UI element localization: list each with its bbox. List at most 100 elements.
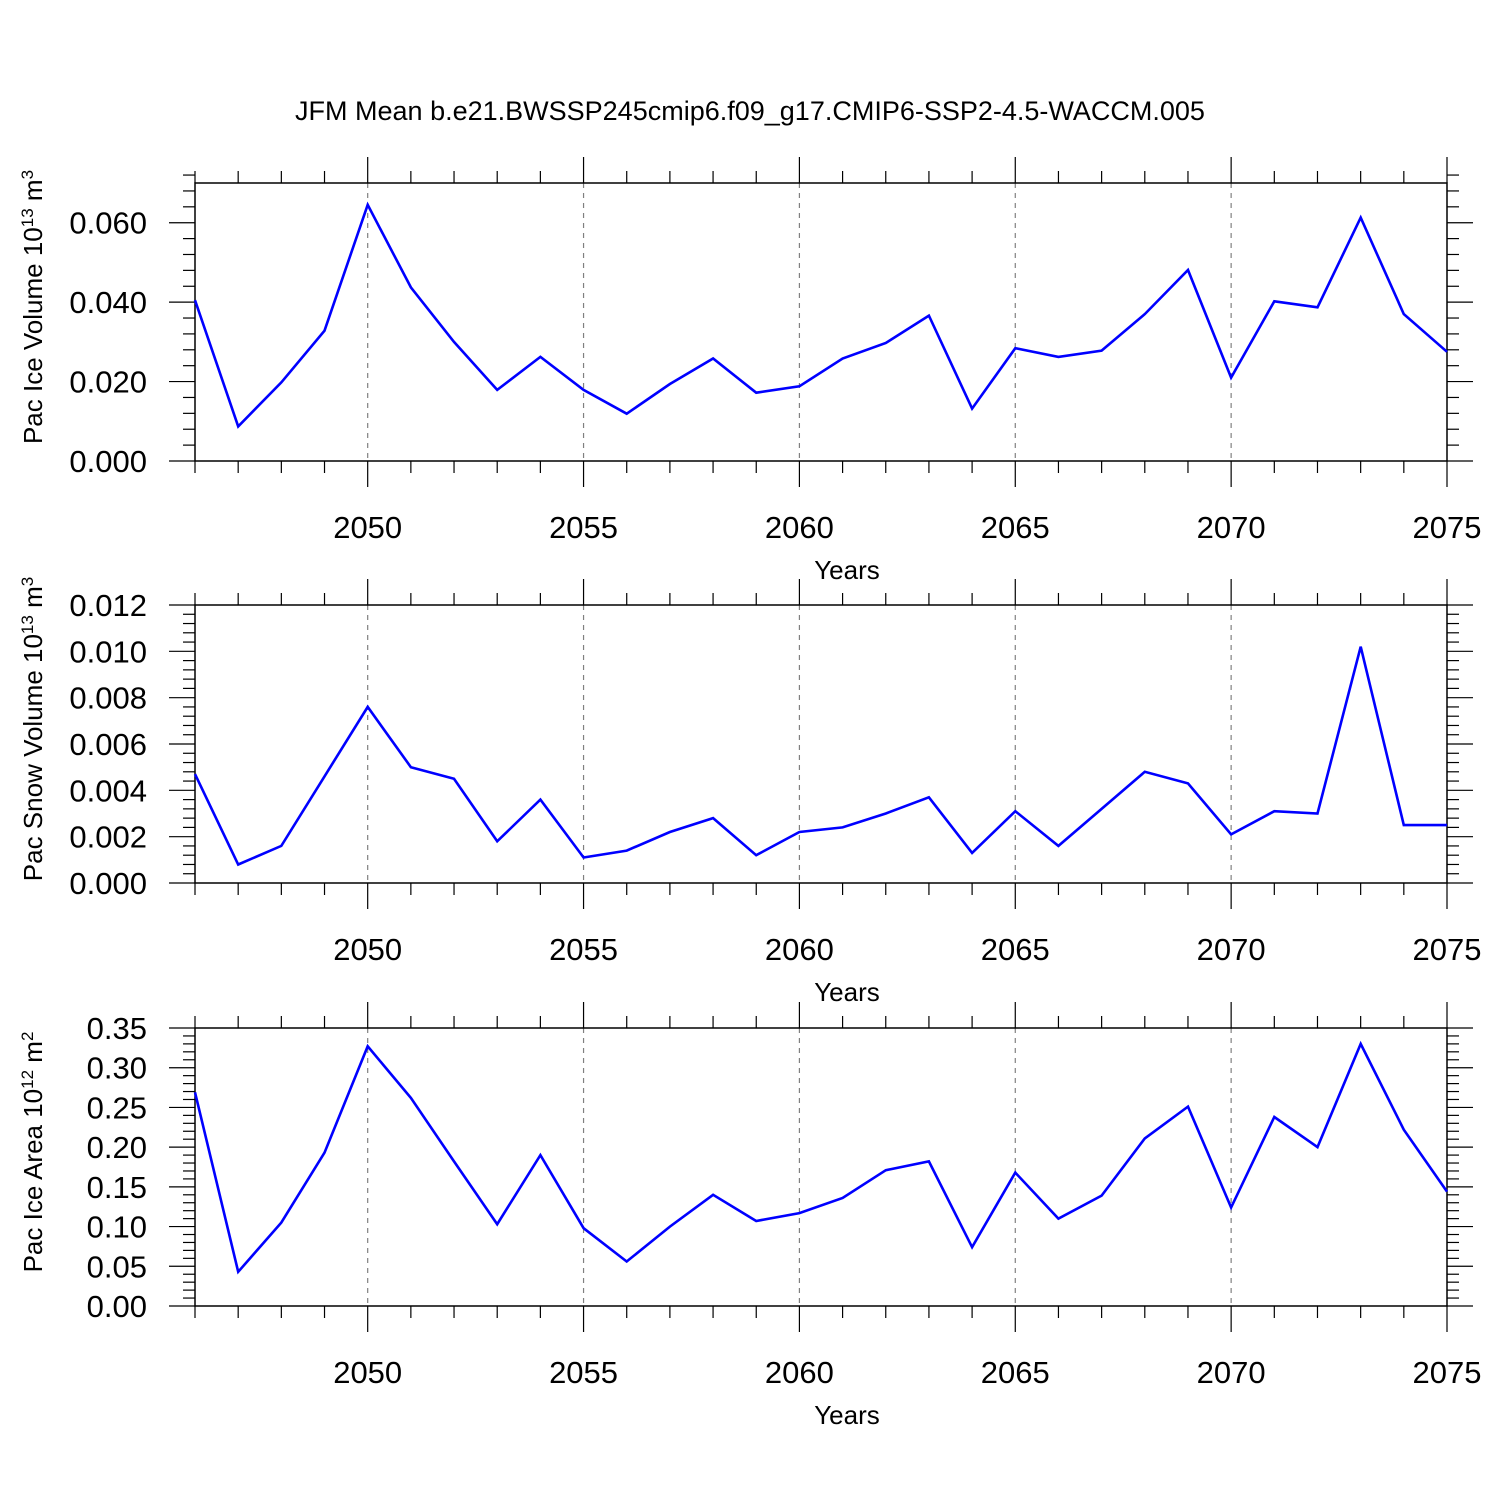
data-point (626, 849, 628, 851)
data-point (1100, 808, 1102, 810)
data-point (194, 773, 196, 775)
data-point (280, 381, 282, 383)
y-tick-label: 0.25 (87, 1090, 147, 1125)
data-point (1014, 347, 1016, 349)
data-point (1316, 1146, 1318, 1148)
data-point (237, 425, 239, 427)
data-point (1057, 356, 1059, 358)
data-point (798, 831, 800, 833)
y-tick-label: 0.35 (87, 1011, 147, 1046)
data-point (669, 383, 671, 385)
y-axis-label: Pac Snow Volume 1013 m3 (18, 577, 49, 881)
x-tick-label: 2070 (1197, 1355, 1266, 1390)
data-point (626, 1260, 628, 1262)
y-tick-label: 0.10 (87, 1210, 147, 1245)
x-axis-label: Years (814, 555, 880, 585)
data-point (971, 1246, 973, 1248)
y-tick-label: 0.15 (87, 1170, 147, 1205)
figure-title: JFM Mean b.e21.BWSSP245cmip6.f09_g17.CMI… (295, 96, 1205, 126)
data-point (453, 778, 455, 780)
x-tick-label: 2065 (981, 932, 1050, 967)
y-tick-label: 0.05 (87, 1249, 147, 1284)
data-point (410, 766, 412, 768)
x-tick-label: 2070 (1197, 932, 1266, 967)
x-axis-label: Years (814, 1400, 880, 1430)
y-tick-label: 0.020 (69, 365, 147, 400)
data-point (1446, 1190, 1448, 1192)
x-axis-label: Years (814, 977, 880, 1007)
data-point (669, 831, 671, 833)
data-point (841, 357, 843, 359)
y-axis-label-part: Pac Ice Area 10 (18, 1089, 48, 1273)
y-axis-label-superscript: 2 (18, 1032, 37, 1041)
data-point (1144, 771, 1146, 773)
data-point (1144, 313, 1146, 315)
data-point (1359, 1043, 1361, 1045)
data-point (1446, 351, 1448, 353)
y-tick-label: 0.010 (69, 634, 147, 669)
data-point (1230, 376, 1232, 378)
data-point (539, 798, 541, 800)
data-point (410, 286, 412, 288)
data-point (1187, 782, 1189, 784)
data-point (323, 330, 325, 332)
data-point (582, 856, 584, 858)
data-point (1273, 810, 1275, 812)
data-point (194, 1091, 196, 1093)
data-point (1100, 1194, 1102, 1196)
data-point (712, 1194, 714, 1196)
x-tick-label: 2055 (549, 510, 618, 545)
data-point (712, 817, 714, 819)
y-tick-label: 0.008 (69, 681, 147, 716)
data-point (1273, 1116, 1275, 1118)
data-point (366, 1045, 368, 1047)
data-point (798, 1212, 800, 1214)
y-tick-label: 0.002 (69, 820, 147, 855)
x-tick-label: 2055 (549, 1355, 618, 1390)
data-point (539, 356, 541, 358)
x-tick-label: 2060 (765, 932, 834, 967)
y-tick-label: 0.000 (69, 866, 147, 901)
data-point (1273, 300, 1275, 302)
x-tick-label: 2050 (333, 932, 402, 967)
y-tick-label: 0.006 (69, 727, 147, 762)
y-tick-label: 0.004 (69, 773, 147, 808)
x-tick-label: 2075 (1413, 1355, 1482, 1390)
data-point (928, 796, 930, 798)
y-axis-label-superscript: 12 (18, 1070, 37, 1089)
data-point (1230, 1206, 1232, 1208)
data-point (1057, 1217, 1059, 1219)
data-point (841, 1197, 843, 1199)
y-axis-label: Pac Ice Volume 1013 m3 (18, 170, 49, 444)
data-point (1316, 812, 1318, 814)
y-axis-label-superscript: 3 (18, 170, 37, 179)
x-tick-label: 2050 (333, 1355, 402, 1390)
y-axis-label: Pac Ice Area 1012 m2 (18, 1032, 49, 1273)
y-axis-label-part: Pac Snow Volume 10 (18, 634, 48, 881)
data-point (1316, 306, 1318, 308)
y-tick-label: 0.20 (87, 1130, 147, 1165)
data-point (1014, 1171, 1016, 1173)
y-axis-label-part: m (18, 179, 48, 208)
y-axis-label-superscript: 3 (18, 577, 37, 586)
x-tick-label: 2075 (1413, 932, 1482, 967)
data-point (366, 204, 368, 206)
data-point (798, 385, 800, 387)
data-point (928, 314, 930, 316)
data-point (971, 852, 973, 854)
plot-frame (194, 1027, 1448, 1307)
y-tick-label: 0.012 (69, 588, 147, 623)
series-line (193, 201, 1448, 429)
data-point (885, 1169, 887, 1171)
data-point (237, 1271, 239, 1273)
data-point (496, 840, 498, 842)
y-tick-label: 0.30 (87, 1051, 147, 1086)
x-tick-label: 2075 (1413, 510, 1482, 545)
panels: 2050 2055 2060 2065 2070 2075 0.000 0.020 0.040 0… (18, 157, 1482, 1430)
series-line (193, 646, 1447, 867)
data-point (755, 854, 757, 856)
data-point (669, 1225, 671, 1227)
x-tick-label: 2055 (549, 932, 618, 967)
data-point (885, 812, 887, 814)
